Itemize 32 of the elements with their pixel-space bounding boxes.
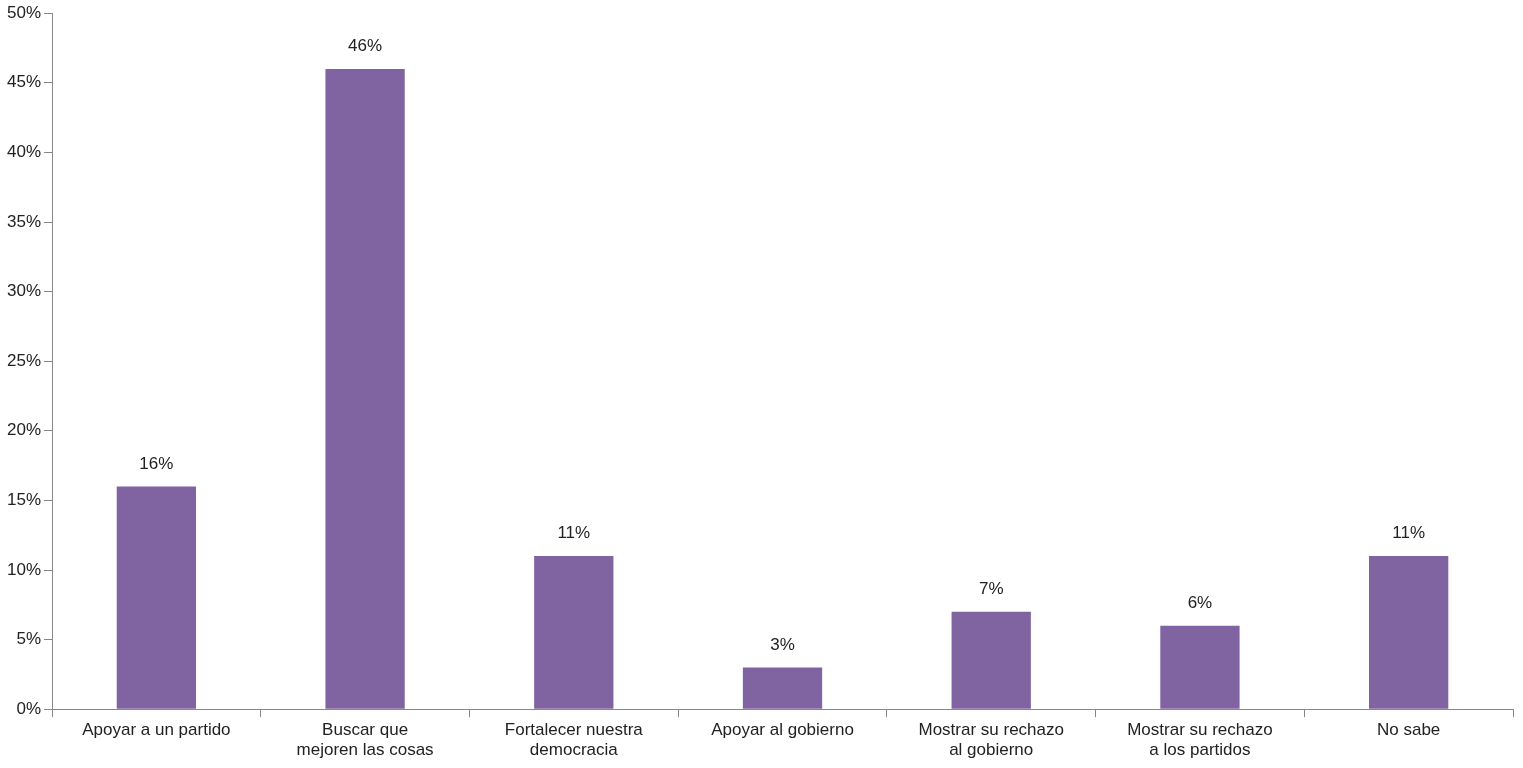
- data-label: 7%: [978, 578, 1004, 598]
- y-tick-label: 50%: [6, 2, 42, 22]
- y-tick-label: 5%: [16, 629, 42, 649]
- data-label: 6%: [1187, 592, 1213, 612]
- data-label: 46%: [348, 36, 383, 56]
- x-tick-label: Mostrar su rechazo a los partidos: [1127, 720, 1273, 760]
- data-label: 3%: [770, 634, 795, 654]
- bar: [116, 486, 197, 709]
- x-tick-label: No sabe: [1376, 720, 1441, 740]
- y-tick-label: 25%: [6, 350, 42, 370]
- data-label: 16%: [139, 453, 174, 473]
- bar: [951, 611, 1031, 709]
- bar: [325, 68, 405, 709]
- bar: [1160, 625, 1240, 709]
- y-tick-label: 45%: [6, 72, 42, 92]
- y-tick-label: 20%: [6, 420, 42, 440]
- data-label: 11%: [1392, 523, 1426, 543]
- x-tick-label: Apoyar al gobierno: [711, 720, 854, 740]
- y-tick-label: 10%: [6, 559, 42, 579]
- y-tick-label: 30%: [6, 281, 42, 301]
- bar: [534, 556, 614, 709]
- x-tick-label: Mostrar su rechazo al gobierno: [918, 720, 1064, 760]
- bar: [742, 667, 823, 709]
- x-tick-label: Apoyar a un partido: [82, 720, 231, 740]
- data-label: 11%: [557, 523, 591, 543]
- y-tick-label: 15%: [6, 490, 42, 510]
- y-tick-label: 0%: [16, 698, 42, 718]
- bar: [1368, 556, 1449, 709]
- y-tick-label: 35%: [6, 211, 42, 231]
- y-tick-label: 40%: [6, 142, 42, 162]
- x-tick-label: Fortalecer nuestra democracia: [504, 720, 644, 760]
- x-tick-label: Buscar que mejoren las cosas: [296, 720, 434, 760]
